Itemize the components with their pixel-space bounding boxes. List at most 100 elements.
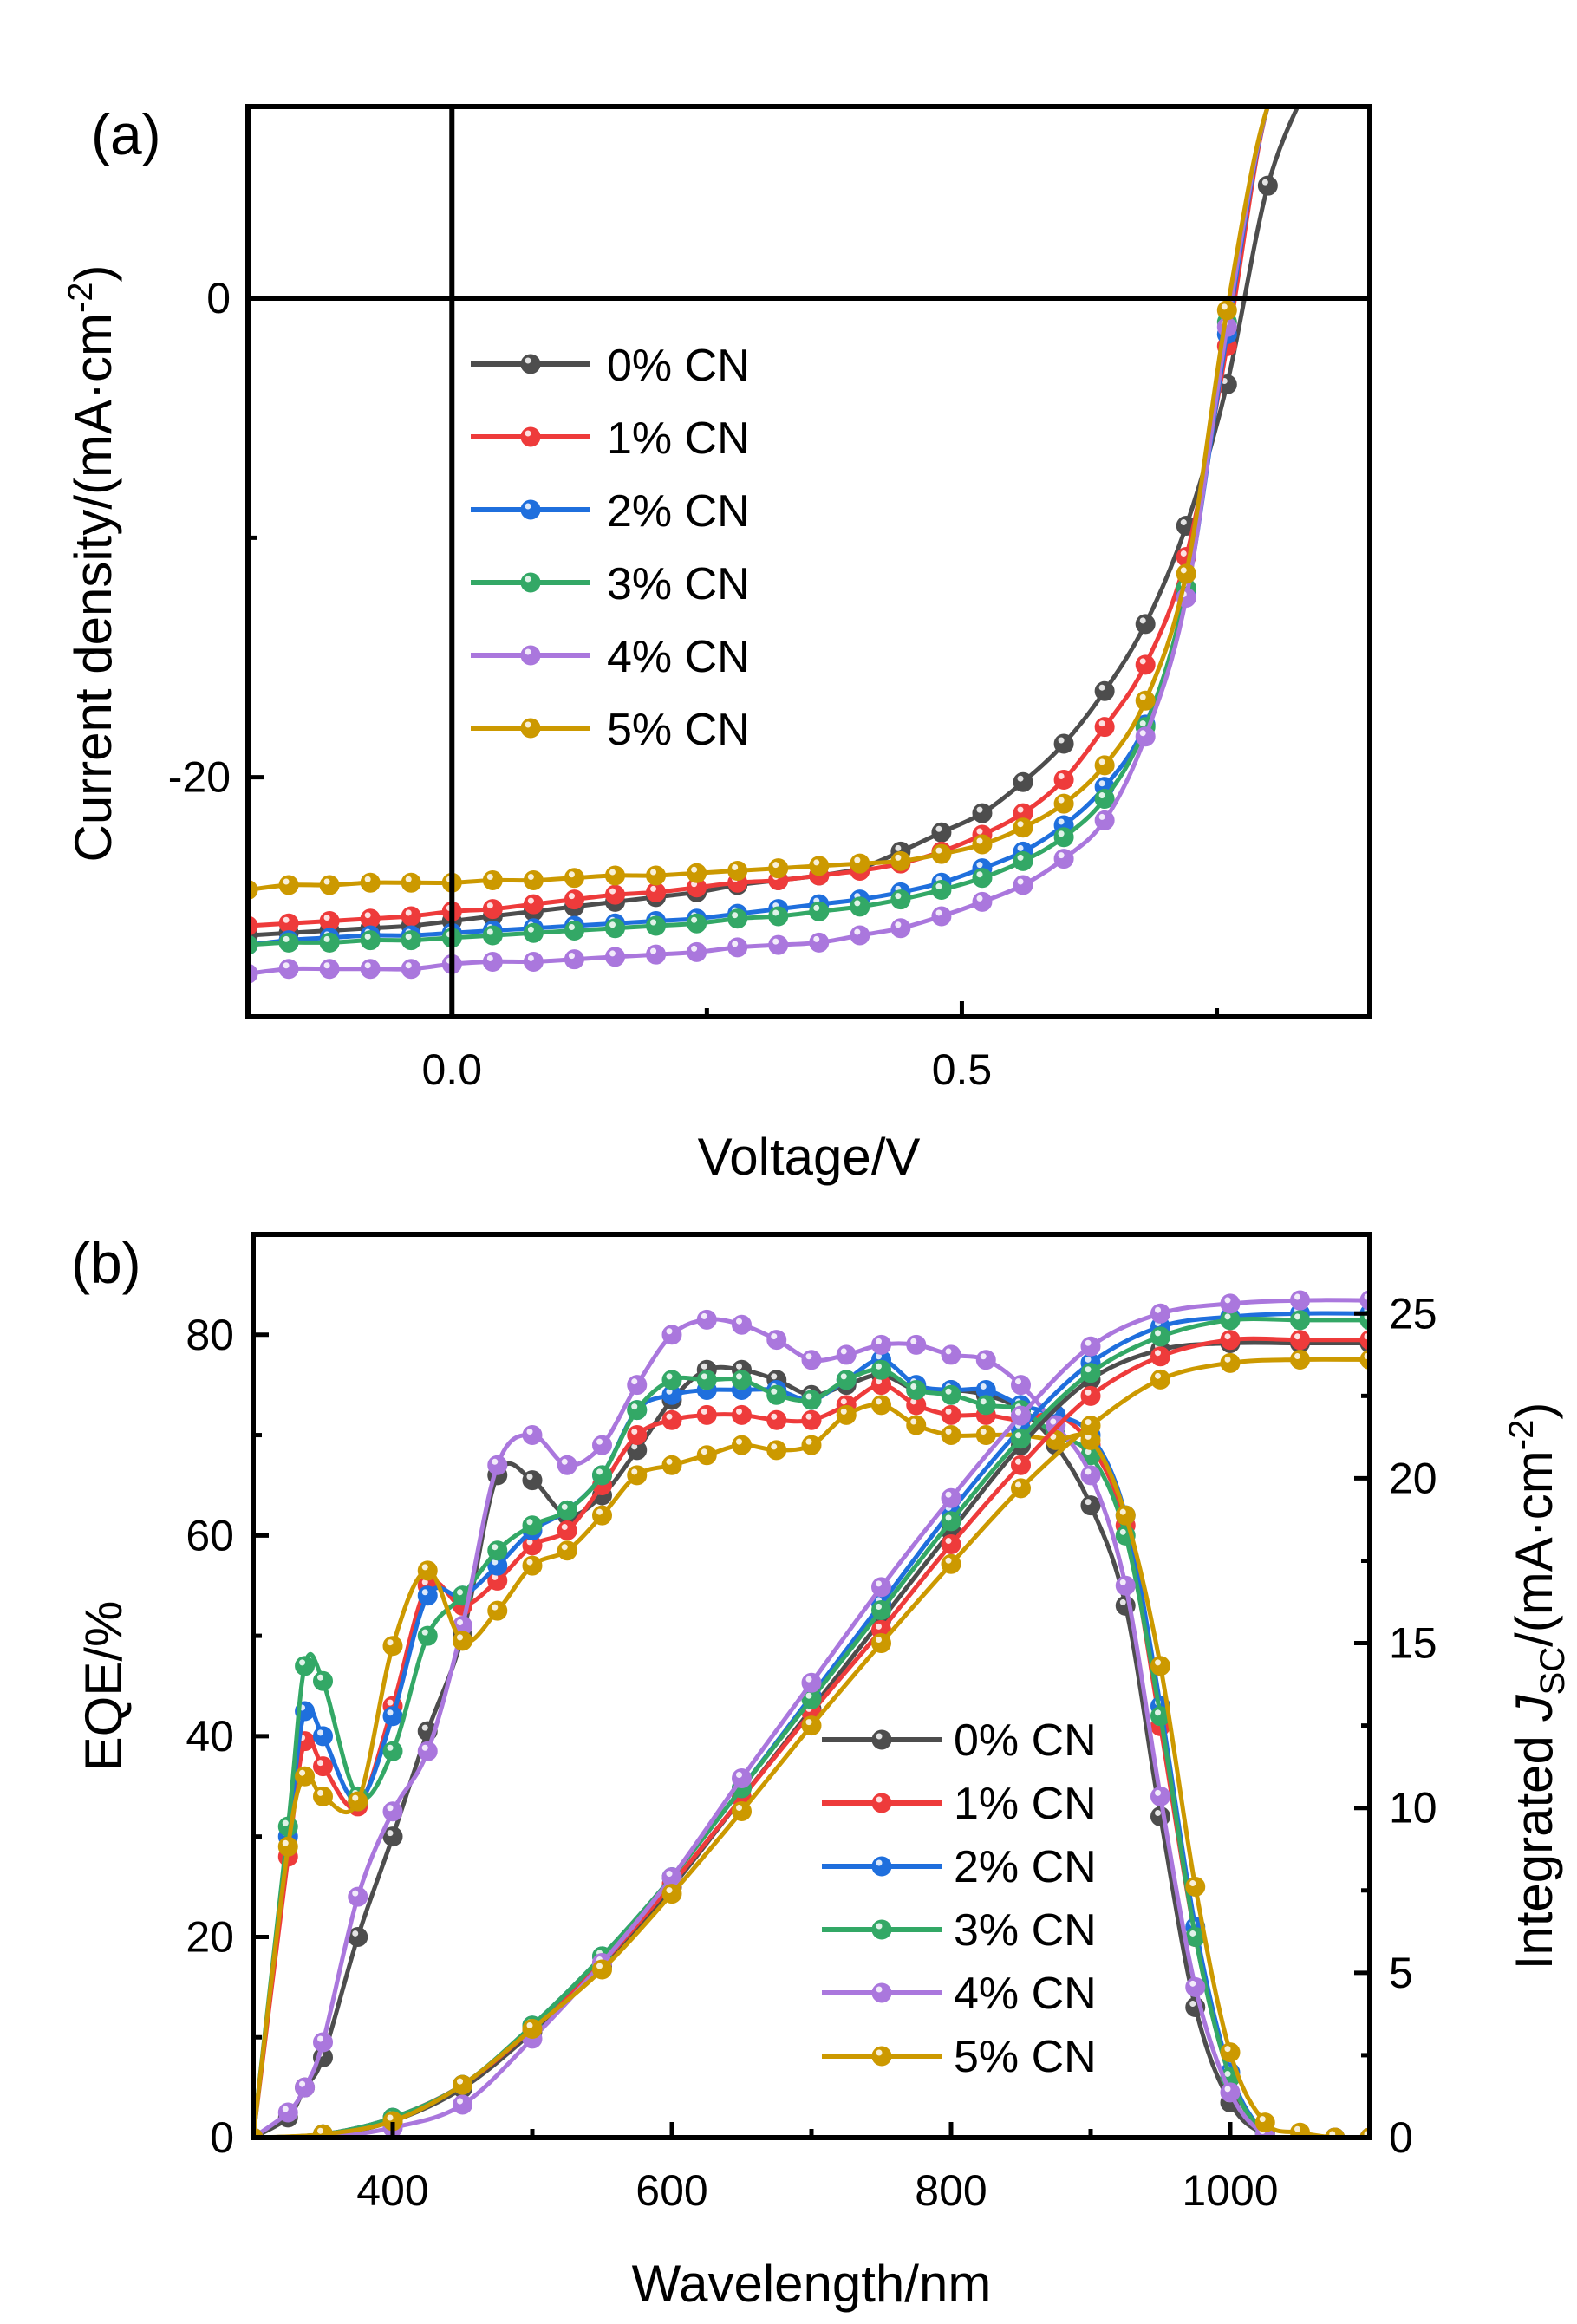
- eqe-point-5pct-cn-highlight: [736, 1438, 742, 1445]
- jsc-point-5pct-cn-highlight: [666, 1887, 673, 1894]
- jv-point-1pct-cn-highlight: [405, 909, 412, 916]
- eqe-point-4pct-cn: [487, 1455, 508, 1475]
- eqe-legend-swatch-marker: [871, 1793, 892, 1813]
- jv-x-tick-label: 0.0: [422, 1045, 483, 1094]
- jsc-point-4pct-cn: [1150, 1303, 1170, 1324]
- jsc-point-1pct-cn: [941, 1533, 961, 1554]
- jv-point-4pct-cn-highlight: [1058, 852, 1065, 859]
- jsc-y-tick-label: 20: [1389, 1454, 1437, 1502]
- jv-point-5pct-cn: [564, 868, 584, 889]
- jv-point-5pct-cn: [523, 870, 544, 890]
- jv-point-4pct-cn-highlight: [486, 954, 493, 961]
- jv-point-4pct-cn-highlight: [323, 962, 330, 969]
- jv-point-4pct-cn: [360, 959, 381, 980]
- eqe-point-0pct-cn-highlight: [1189, 2000, 1196, 2007]
- jv-point-5pct-cn-highlight: [609, 869, 616, 876]
- eqe-point-4pct-cn: [1150, 1786, 1170, 1806]
- jv-point-3pct-cn: [687, 913, 707, 934]
- jv-point-5pct-cn: [360, 872, 381, 893]
- jv-point-4pct-cn: [604, 947, 625, 967]
- jv-point-3pct-cn: [931, 880, 952, 901]
- eqe-point-1pct-cn: [557, 1520, 577, 1541]
- jv-point-0pct-cn: [1053, 733, 1074, 754]
- jv-point-4pct-cn-highlight: [854, 928, 861, 935]
- jv-point-2pct-cn-highlight: [1058, 818, 1065, 825]
- jv-point-4pct-cn-highlight: [1098, 813, 1105, 820]
- jv-point-5pct-cn-highlight: [568, 871, 575, 878]
- eqe-point-5pct-cn-highlight: [1259, 2116, 1266, 2123]
- jv-point-4pct-cn-highlight: [732, 941, 739, 947]
- eqe-point-5pct-cn: [313, 1786, 333, 1806]
- eqe-point-3pct-cn-highlight: [840, 1373, 847, 1380]
- eqe-point-5pct-cn: [487, 1600, 508, 1621]
- jsc-point-5pct-cn: [941, 1553, 961, 1574]
- eqe-point-5pct-cn: [557, 1540, 577, 1561]
- jv-point-5pct-cn: [319, 875, 340, 895]
- jsc-point-3pct-cn: [871, 1600, 891, 1621]
- jv-point-4pct-cn-highlight: [935, 909, 942, 916]
- jsc-point-1pct-cn-highlight: [876, 1623, 882, 1630]
- eqe-point-2pct-cn-highlight: [421, 1589, 428, 1596]
- jsc-point-4pct-cn-highlight: [945, 1491, 952, 1498]
- jsc-point-1pct-cn-highlight: [945, 1537, 952, 1544]
- eqe-legend-label: 3% CN: [954, 1905, 1097, 1956]
- eqe-point-5pct-cn: [1220, 2042, 1241, 2063]
- jv-point-1pct-cn: [646, 882, 667, 902]
- eqe-point-2pct-cn-highlight: [666, 1388, 673, 1395]
- jv-point-4pct-cn: [1135, 726, 1156, 747]
- jv-legend-item-2pct-cn: 2% CN: [471, 486, 750, 537]
- eqe-point-1pct-cn: [627, 1425, 648, 1446]
- jsc-point-1pct-cn: [1150, 1346, 1170, 1367]
- eqe-point-1pct-cn: [661, 1409, 682, 1430]
- jv-point-4pct-cn: [1013, 875, 1033, 895]
- jsc-point-5pct-cn: [1290, 1350, 1310, 1370]
- eqe-point-3pct-cn-highlight: [1119, 1528, 1126, 1535]
- eqe-point-4pct-cn-highlight: [805, 1353, 812, 1360]
- eqe-point-3pct-cn-highlight: [561, 1503, 568, 1510]
- jv-point-1pct-cn-highlight: [609, 888, 616, 895]
- eqe-point-4pct-cn: [1220, 2082, 1241, 2103]
- eqe-point-2pct-cn-highlight: [492, 1559, 499, 1566]
- eqe-point-2pct-cn: [382, 1706, 403, 1727]
- jv-point-3pct-cn: [523, 922, 544, 943]
- eqe-point-5pct-cn-highlight: [1224, 2046, 1231, 2053]
- eqe-point-5pct-cn: [592, 1505, 612, 1526]
- jsc-y-axis-title-main: Integrated: [1505, 1721, 1563, 1969]
- eqe-point-4pct-cn: [313, 2032, 333, 2053]
- eqe-point-5pct-cn: [627, 1465, 648, 1486]
- eqe-point-5pct-cn: [382, 1636, 403, 1657]
- jsc-point-5pct-cn-highlight: [736, 1805, 742, 1812]
- jsc-point-3pct-cn: [1290, 1310, 1310, 1331]
- jsc-point-4pct-cn-highlight: [1224, 1297, 1231, 1304]
- eqe-point-3pct-cn-highlight: [631, 1403, 638, 1410]
- eqe-point-5pct-cn-highlight: [561, 1544, 568, 1551]
- jsc-point-3pct-cn: [941, 1511, 961, 1532]
- jsc-point-3pct-cn-highlight: [1224, 1313, 1231, 1320]
- jv-line-3pct-cn: [248, 107, 1271, 947]
- eqe-point-1pct-cn: [313, 1756, 333, 1777]
- jv-legend-swatch-marker-highlight: [525, 721, 531, 728]
- jv-point-0pct-cn-highlight: [895, 844, 902, 851]
- jv-point-0pct-cn: [931, 822, 952, 843]
- eqe-point-4pct-cn: [871, 1334, 891, 1355]
- jsc-point-5pct-cn-highlight: [1085, 1419, 1092, 1426]
- jv-point-5pct-cn: [1094, 755, 1115, 776]
- jv-point-5pct-cn: [1013, 817, 1033, 838]
- jsc-point-4pct-cn-highlight: [876, 1580, 882, 1587]
- panel-label-b: (b): [71, 1231, 141, 1295]
- eqe-point-3pct-cn: [696, 1370, 717, 1390]
- jv-point-3pct-cn: [1053, 827, 1074, 848]
- eqe-point-5pct-cn-highlight: [945, 1429, 952, 1435]
- jv-legend-label: 3% CN: [607, 559, 750, 609]
- jv-point-5pct-cn-highlight: [527, 874, 534, 880]
- eqe-point-3pct-cn-highlight: [457, 1589, 463, 1596]
- jsc-point-5pct-cn: [1220, 1352, 1241, 1373]
- jv-point-3pct-cn: [482, 925, 503, 946]
- eqe-point-4pct-cn-highlight: [876, 1338, 882, 1344]
- eqe-point-5pct-cn: [801, 1435, 822, 1455]
- eqe-point-4pct-cn: [382, 1801, 403, 1822]
- jv-legend-swatch-marker: [520, 354, 541, 374]
- jv-point-5pct-cn-highlight: [486, 874, 493, 880]
- eqe-point-4pct-cn-highlight: [317, 2035, 323, 2042]
- eqe-line-4pct-cn: [253, 1317, 1370, 2138]
